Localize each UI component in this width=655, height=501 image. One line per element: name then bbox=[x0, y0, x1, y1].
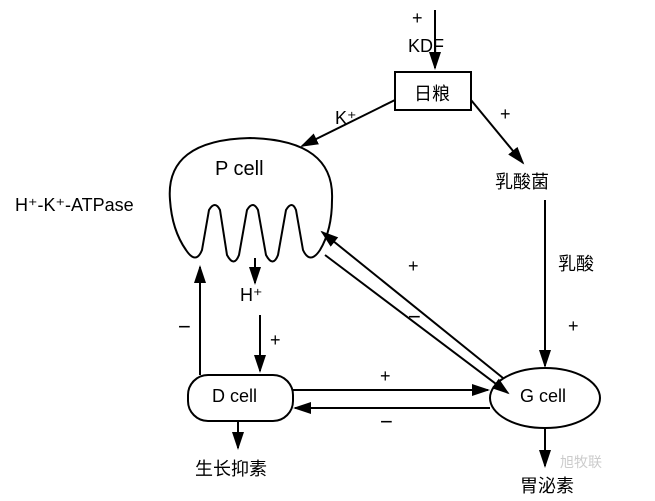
diagram-canvas bbox=[0, 0, 655, 501]
sign-12: − bbox=[408, 304, 421, 330]
label-kdf: KDF bbox=[408, 36, 444, 57]
label-dcell: D cell bbox=[212, 386, 257, 407]
label-gastrin: 胃泌素 bbox=[520, 472, 574, 498]
label-diet: 日粮 bbox=[414, 80, 450, 106]
label-hplus: H⁺ bbox=[240, 285, 263, 306]
sign-3: + bbox=[568, 316, 579, 337]
label-kplus: K⁺ bbox=[335, 108, 357, 129]
watermark: 旭牧联 bbox=[560, 452, 602, 472]
node-pcell bbox=[170, 138, 332, 262]
label-pcell: P cell bbox=[215, 158, 264, 181]
label-lactobac: 乳酸菌 bbox=[495, 168, 549, 194]
sign-0: + bbox=[412, 8, 423, 29]
sign-5: + bbox=[270, 330, 281, 351]
sign-6: − bbox=[178, 314, 191, 340]
label-gcell: G cell bbox=[520, 386, 566, 407]
sign-9: + bbox=[380, 366, 391, 387]
sign-10: − bbox=[380, 409, 393, 435]
sign-11: + bbox=[408, 256, 419, 277]
label-somato: 生长抑素 bbox=[195, 455, 267, 481]
sign-2: + bbox=[500, 104, 511, 125]
label-atpase: H⁺-K⁺-ATPase bbox=[15, 195, 134, 216]
label-lactic: 乳酸 bbox=[558, 250, 594, 276]
